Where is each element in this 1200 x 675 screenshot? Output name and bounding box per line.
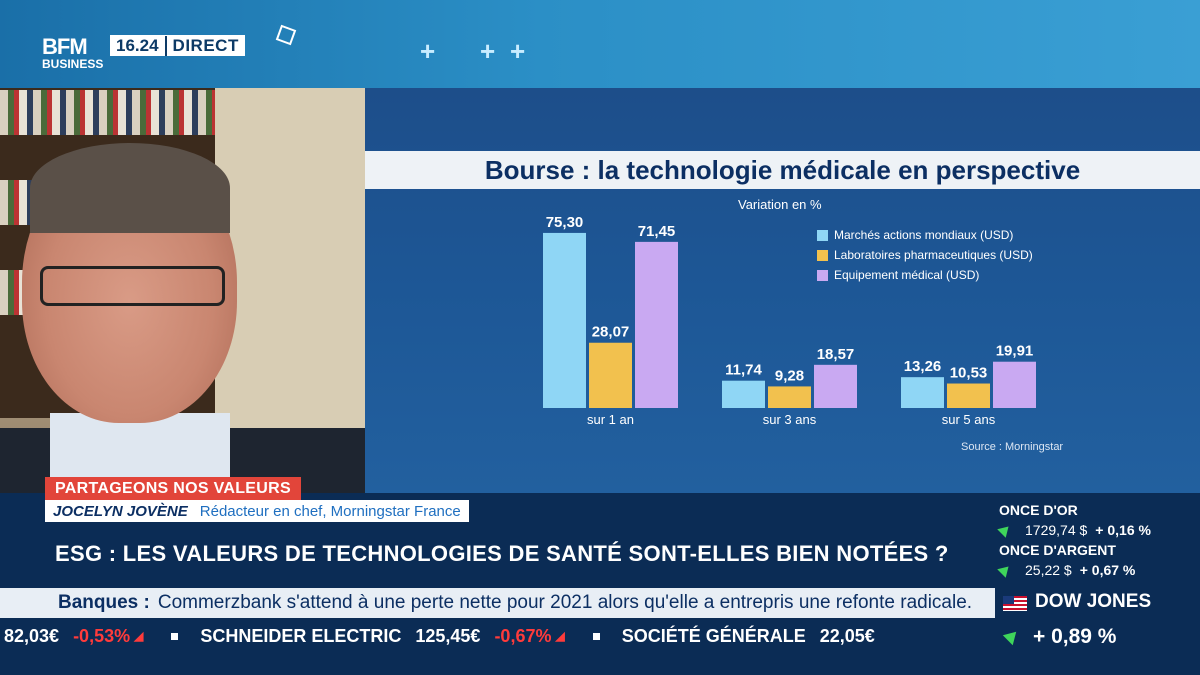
stock-item: SCHNEIDER ELECTRIC 125,45€ -0,67% ◢: [200, 626, 564, 647]
stock-change: -0,67%: [494, 625, 552, 646]
bar: [901, 377, 944, 408]
stock-price: 125,45€: [415, 625, 481, 646]
legend-item: Laboratoires pharmaceutiques (USD): [817, 245, 1033, 265]
bar-value-label: 13,26: [904, 358, 942, 375]
chart-title-band: [365, 151, 1200, 189]
down-arrow-icon: ◢: [555, 629, 565, 643]
category-label: sur 5 ans: [942, 412, 996, 427]
bar: [768, 386, 811, 408]
logo-line2: BUSINESS: [42, 57, 104, 71]
stock-item: SOCIÉTÉ GÉNÉRALE 22,05€: [622, 626, 875, 647]
category-label: sur 3 ans: [763, 412, 817, 427]
bar-value-label: 71,45: [638, 223, 676, 240]
chart-subtitle: Variation en %: [738, 197, 822, 212]
plus-icon: +: [420, 36, 436, 66]
top-header: BFM BUSINESS 16.24 DIRECT + + +: [0, 0, 1200, 88]
market-row: 1729,74 $ + 0,16 %: [997, 522, 1151, 538]
stock-item: 82,03€ -0,53% ◢: [4, 626, 143, 647]
wall: [215, 88, 365, 493]
news-ticker-text: Commerzbank s'attend à une perte nette p…: [157, 592, 973, 613]
speaker-role: Rédacteur en chef, Morningstar France: [199, 502, 461, 520]
bar: [635, 241, 678, 408]
commodities-box: ONCE D'OR 1729,74 $ + 0,16 % ONCE D'ARGE…: [995, 500, 1200, 583]
bar-chart: 75,30 28,07 71,45 sur 1 an 11,74 9,28 18,57 sur…: [543, 214, 1036, 427]
index-name: DOW JONES: [1035, 591, 1152, 612]
stock-name: SOCIÉTÉ GÉNÉRALE: [621, 625, 806, 646]
market-change: + 0,16 %: [1095, 522, 1151, 538]
bar-value-label: 10,53: [950, 365, 988, 382]
live-label: DIRECT: [172, 35, 239, 55]
index-change: + 0,89 %: [1033, 625, 1117, 648]
bar-value-label: 28,07: [592, 324, 630, 341]
bar: [814, 364, 857, 408]
plus-icon: +: [510, 36, 526, 66]
bottom-strip: [0, 652, 995, 675]
bar-value-label: 18,57: [817, 346, 855, 363]
stock-name: SCHNEIDER ELECTRIC: [200, 625, 402, 646]
up-arrow-icon: [997, 522, 1013, 538]
market-value: 25,22 $: [1025, 562, 1072, 578]
legend-swatch: [817, 229, 828, 241]
legend-label: Marchés actions mondiaux (USD): [834, 228, 1014, 242]
chart-panel: Bourse : la technologie médicale en pers…: [365, 88, 1200, 493]
market-name: ONCE D'OR: [999, 502, 1078, 518]
legend-swatch: [817, 269, 828, 281]
bar: [947, 383, 990, 408]
speaker-glasses: [40, 266, 225, 306]
chart-title: Bourse : la technologie médicale en pers…: [484, 155, 1081, 185]
legend-item: Marchés actions mondiaux (USD): [817, 225, 1033, 245]
bar: [543, 232, 586, 408]
category-label: sur 1 an: [587, 412, 634, 427]
segment-tag: PARTAGEONS NOS VALEURS: [45, 477, 301, 500]
bar: [993, 361, 1036, 408]
market-name: ONCE D'ARGENT: [999, 542, 1116, 558]
stock-price: 82,03€: [4, 625, 60, 646]
bar-value-label: 11,74: [725, 362, 762, 379]
market-change: + 0,67 %: [1079, 562, 1136, 578]
broadcast-time: 16.24: [110, 35, 167, 56]
bar: [722, 380, 765, 408]
down-arrow-icon: ◢: [134, 629, 144, 643]
up-arrow-icon: [997, 562, 1013, 578]
diamond-outline-icon: [275, 24, 297, 46]
channel-logo: BFM BUSINESS: [42, 34, 104, 71]
stock-price: 22,05€: [819, 625, 875, 646]
headline: ESG : LES VALEURS DE TECHNOLOGIES DE SAN…: [45, 525, 995, 583]
legend-swatch: [817, 249, 828, 261]
separator-bullet: [171, 632, 179, 640]
market-value: 1729,74 $: [1025, 522, 1088, 538]
bar: [589, 342, 632, 408]
index-box: DOW JONES + 0,89 %: [995, 588, 1200, 675]
separator-bullet: [592, 632, 600, 640]
market-row: 25,22 $ + 0,67 %: [997, 562, 1136, 578]
chart-legend: Marchés actions mondiaux (USD) Laboratoir…: [817, 225, 1033, 285]
legend-label: Laboratoires pharmaceutiques (USD): [834, 248, 1033, 262]
live-indicator: 16.24 DIRECT: [110, 35, 245, 56]
us-flag-icon: [1003, 596, 1027, 611]
speaker-hair: [30, 143, 230, 233]
speaker-caption: JOCELYN JOVÈNE Rédacteur en chef, Mornin…: [45, 500, 469, 522]
news-ticker-label: Banques :: [58, 592, 150, 613]
up-arrow-icon: [1002, 626, 1022, 646]
bar-value-label: 19,91: [996, 343, 1034, 360]
legend-label: Equipement médical (USD): [834, 268, 980, 282]
video-feed: [0, 88, 365, 493]
speaker-name: JOCELYN JOVÈNE: [53, 502, 188, 520]
logo-line1: BFM: [42, 34, 88, 59]
news-ticker: Banques : Commerzbank s'attend à une per…: [0, 588, 995, 618]
bar-value-label: 9,28: [775, 367, 804, 384]
stock-change: -0,53%: [73, 625, 131, 646]
plus-icon: +: [480, 36, 496, 66]
bar-value-label: 75,30: [546, 214, 584, 231]
legend-item: Equipement médical (USD): [817, 265, 1033, 285]
chart-source: Source : Morningstar: [961, 441, 1064, 453]
stock-ticker: 82,03€ -0,53% ◢ SCHNEIDER ELECTRIC 125,4…: [0, 620, 995, 652]
